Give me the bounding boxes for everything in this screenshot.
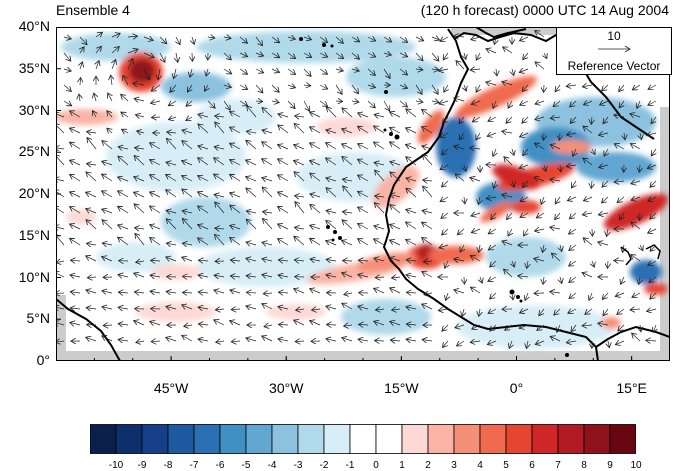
colorbar-label: 4 [477,460,483,471]
longitude-label: 45°W [153,380,189,396]
reference-vector-label: Reference Vector [567,59,661,73]
colorbar-label: -8 [163,460,173,471]
colorbar-swatch [297,424,325,454]
colorbar [90,424,636,454]
colorbar-swatch [479,424,507,454]
latitude-label: 40°N [18,18,50,34]
longitude-label: 0° [509,380,524,396]
missing-data-area [56,295,66,361]
colorbar-label: 7 [555,460,561,471]
latitude-label: 25°N [18,143,50,160]
colorbar-label: 9 [607,460,613,471]
colorbar-swatch [115,424,143,454]
reference-arrow-icon [598,45,631,53]
colorbar-swatch [90,424,117,454]
wind-vectors [56,31,656,349]
wind-anomaly-map [56,27,670,361]
colorbar-label: 0 [373,460,379,471]
colorbar-swatch [271,424,299,454]
colorbar-label: -3 [293,460,303,471]
latitude-label: 0° [36,352,50,368]
colorbar-swatch [375,424,403,454]
colorbar-swatch [505,424,533,454]
colorbar-swatch [193,424,221,454]
latitude-label: 30°N [18,101,50,118]
colorbar-swatch [531,424,559,454]
colorbar-label: 2 [425,460,431,471]
colorbar-label: -5 [241,460,251,471]
colorbar-swatch [323,424,351,454]
colorbar-swatch [245,424,273,454]
colorbar-swatch [401,424,429,454]
reference-vector-box: 10 Reference Vector [556,27,672,75]
colorbar-label: 1 [399,460,405,471]
latitude-label: 20°N [18,185,50,201]
colorbar-label: 5 [503,460,509,471]
panel-title: Ensemble 4 [56,2,130,18]
colorbar-label: -10 [108,460,124,471]
colorbar-label: 3 [451,460,457,471]
colorbar-label: -1 [345,460,355,471]
longitude-label: 30°W [269,380,304,396]
colorbar-label: -9 [137,460,147,471]
colorbar-swatch [427,424,455,454]
latitude-label: 5°N [26,310,51,327]
latitude-label: 10°N [18,268,50,285]
colorbar-label: 6 [529,460,535,471]
colorbar-swatch [453,424,481,454]
missing-data-area [56,351,670,361]
colorbar-swatch [349,424,377,454]
colorbar-label: -7 [189,460,199,471]
forecast-time: (120 h forecast) 0000 UTC 14 Aug 2004 [420,2,669,18]
colorbar-swatch [557,424,585,454]
colorbar-label: -4 [267,460,277,471]
colorbar-swatch [609,424,636,454]
colorbar-label: 8 [581,460,587,471]
colorbar-swatch [219,424,247,454]
colorbar-label: 10 [630,460,642,471]
colorbar-label: -2 [319,460,329,471]
colorbar-label: -6 [215,460,225,471]
longitude-label: 15°E [616,380,647,396]
reference-vector-value: 10 [607,29,621,43]
colorbar-swatch [583,424,611,454]
colorbar-swatch [167,424,195,454]
missing-data-area [660,107,670,361]
longitude-label: 15°W [384,380,419,396]
latitude-label: 15°N [18,226,50,243]
islands [299,37,569,357]
colorbar-swatch [141,424,169,454]
axis-ticks [56,27,633,361]
latitude-label: 35°N [18,59,50,76]
